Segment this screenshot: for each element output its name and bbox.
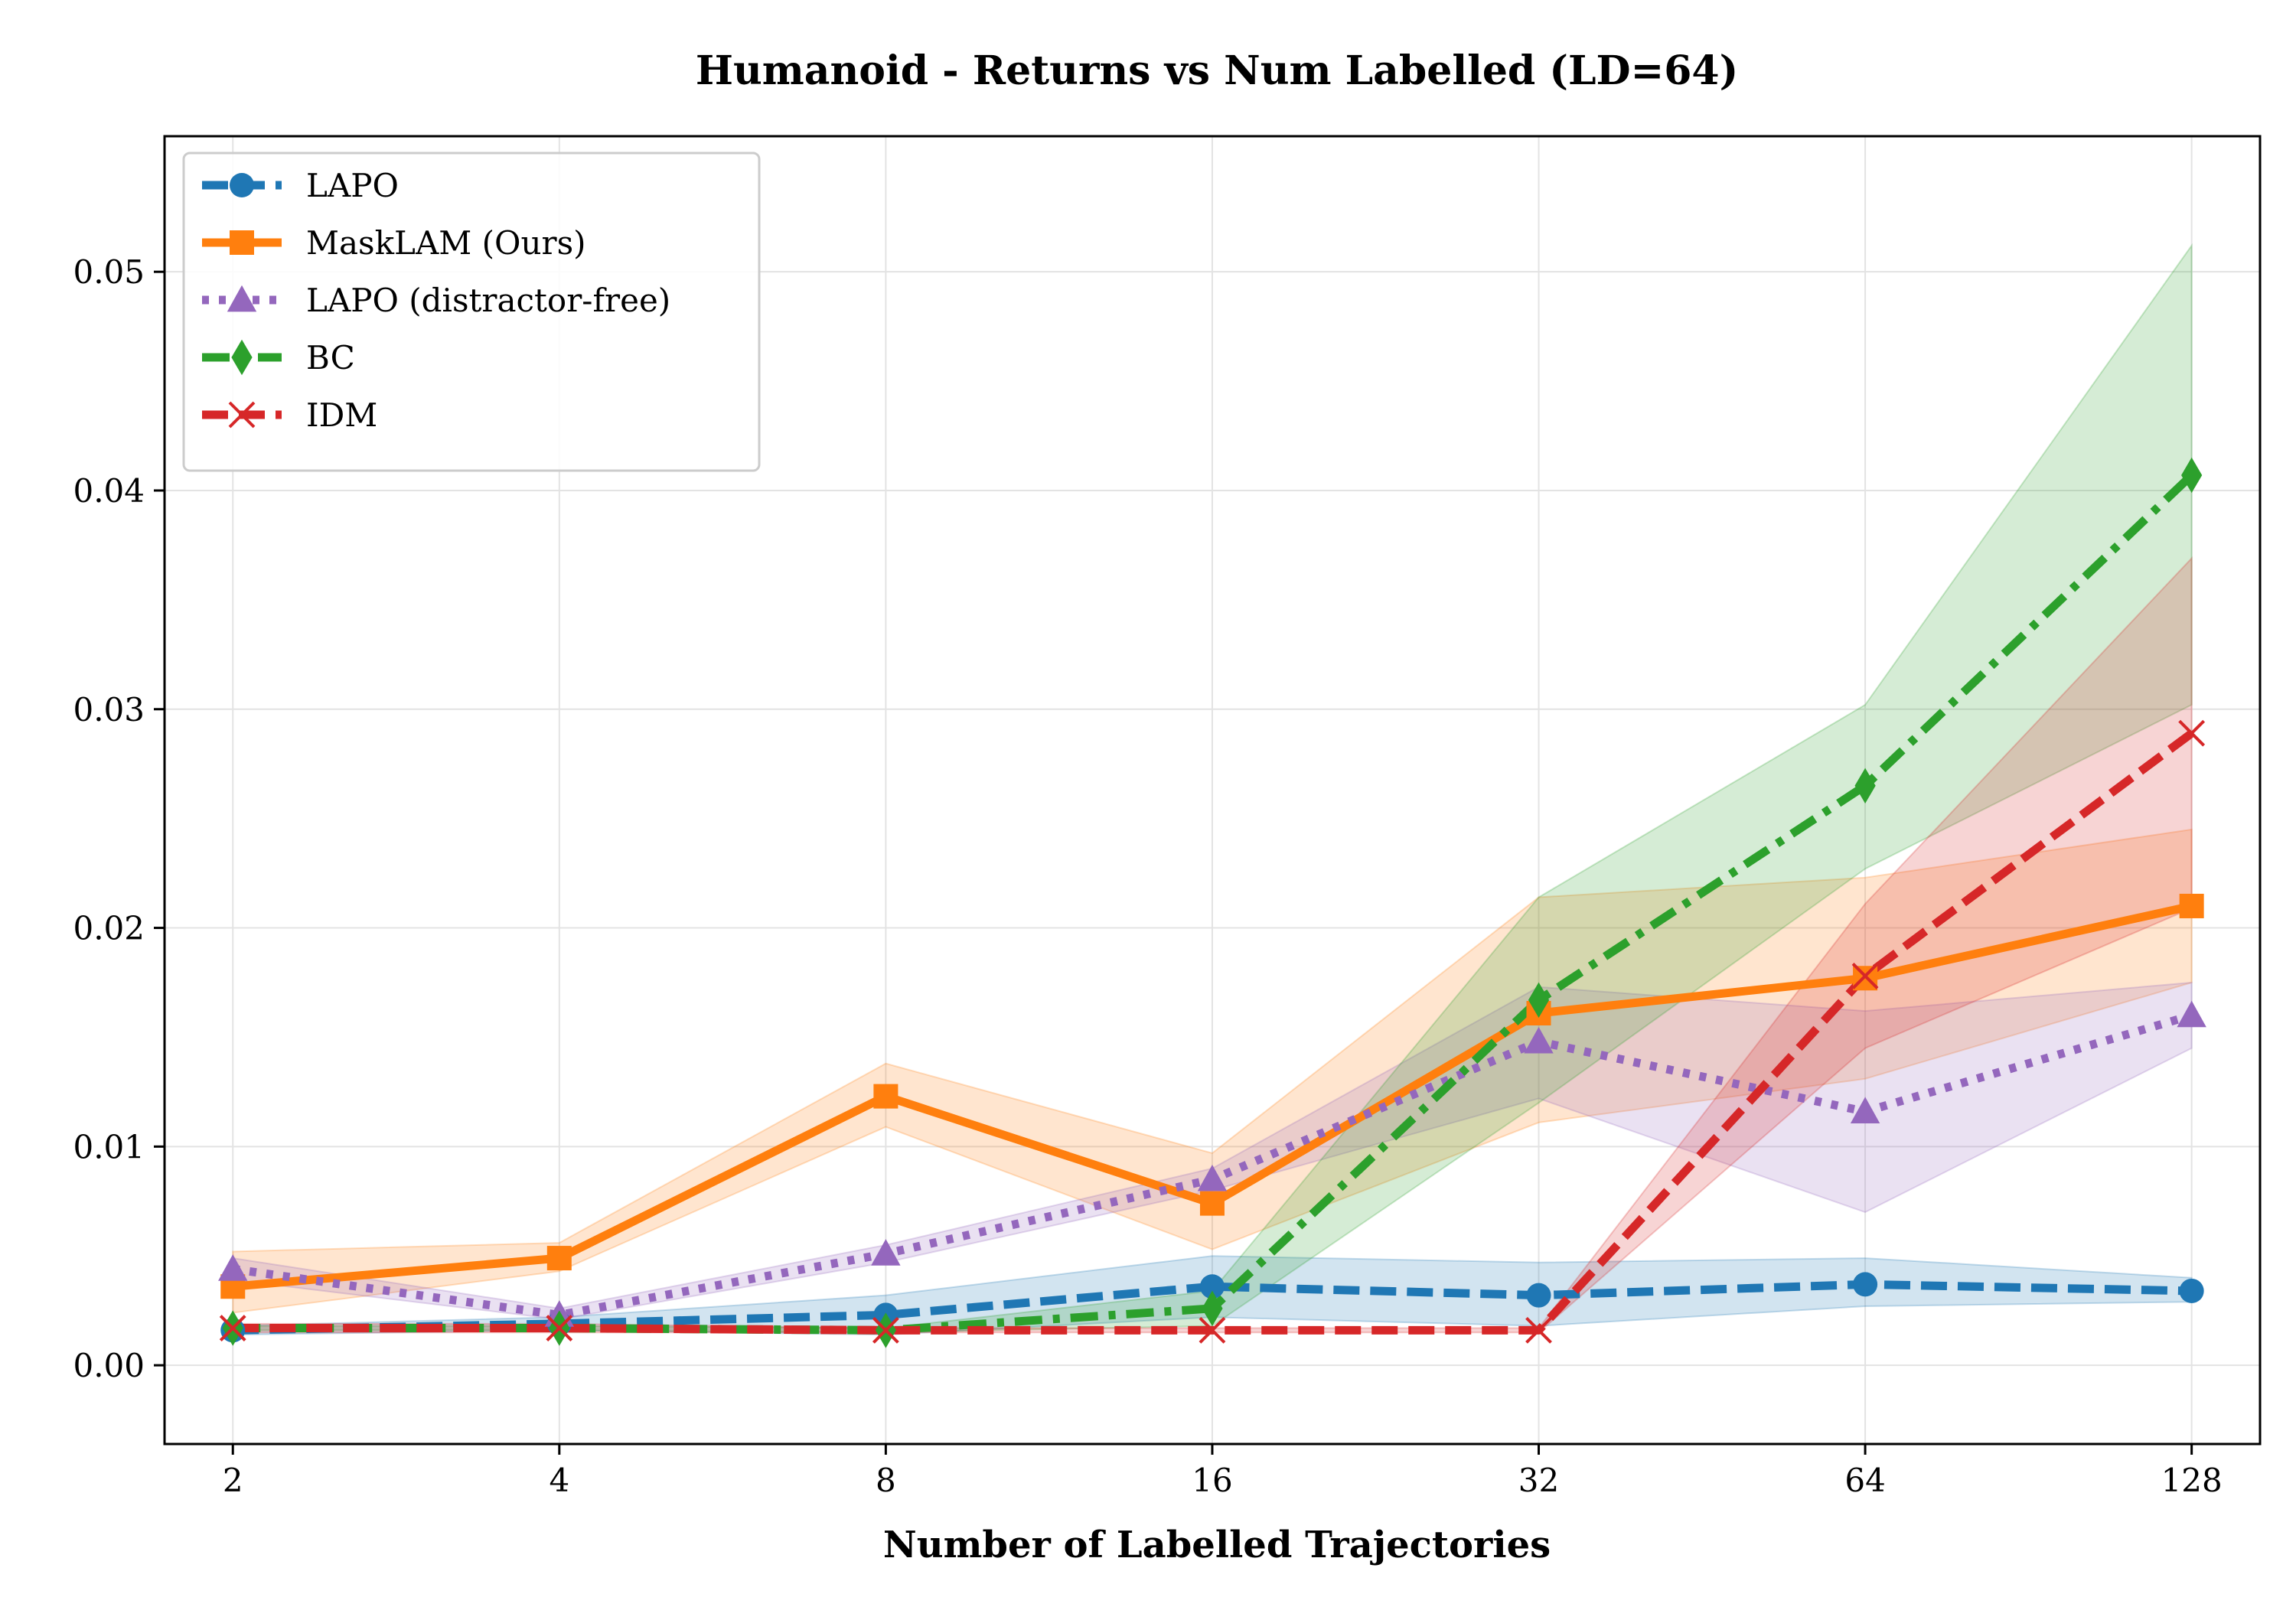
point-lapo-16 <box>1199 1274 1225 1299</box>
x-tick-label-64: 64 <box>1844 1462 1885 1499</box>
point-idm-32 <box>1525 1316 1552 1344</box>
point-lapo-64 <box>1853 1272 1878 1297</box>
point-lapo-128 <box>2179 1278 2204 1303</box>
legend-label-masklam-ours: MaskLAM (Ours) <box>306 224 586 262</box>
point-bc-128 <box>2181 457 2203 494</box>
legend-item-masklam-ours: MaskLAM (Ours) <box>202 224 586 262</box>
y-tick-label-0.02: 0.02 <box>73 910 145 947</box>
point-idm-64 <box>1851 963 1879 989</box>
point-idm-4 <box>546 1315 573 1341</box>
point-lapo-distractor-free-128 <box>2177 1000 2206 1028</box>
legend-item-idm: IDM <box>202 396 377 434</box>
point-lapo-distractor-free-32 <box>1524 1026 1554 1054</box>
legend-marker-bc <box>231 339 253 376</box>
point-lapo-distractor-free-2 <box>218 1254 248 1281</box>
axes: 2 4 8 16 32 64 128 0.00 0.01 0.02 0.03 0.04 0.05 <box>73 135 2262 1499</box>
legend-label-bc: BC <box>306 339 355 376</box>
chart-title: Humanoid - Returns vs Num Labelled (LD=6… <box>696 47 1738 94</box>
legend-label-lapo-distractor-free: LAPO (distractor-free) <box>306 282 670 319</box>
legend-marker-lapo <box>230 173 254 197</box>
legend: LAPO MaskLAM (Ours) LAPO (distractor-free)… <box>182 152 761 472</box>
point-masklam-ours-8 <box>873 1084 899 1109</box>
x-tick-label-128: 128 <box>2161 1462 2223 1499</box>
y-tick-label-0.00: 0.00 <box>73 1347 145 1384</box>
legend-item-lapo: LAPO <box>202 167 399 204</box>
y-tick-label-0.04: 0.04 <box>73 472 145 510</box>
point-masklam-ours-16 <box>1199 1191 1225 1216</box>
point-masklam-ours-64 <box>1853 966 1878 991</box>
point-lapo-32 <box>1526 1283 1551 1308</box>
point-bc-32 <box>1528 982 1550 1019</box>
x-tick-label-32: 32 <box>1518 1462 1559 1499</box>
legend-item-bc: BC <box>202 339 355 376</box>
point-idm-8 <box>872 1316 899 1344</box>
point-idm-2 <box>219 1315 246 1341</box>
x-tick-label-2: 2 <box>223 1462 243 1499</box>
legend-marker-idm <box>228 401 256 429</box>
legend-marker-lapo-distractor-free <box>227 285 257 312</box>
point-lapo-distractor-free-16 <box>1197 1164 1228 1191</box>
legend-item-lapo-distractor-free: LAPO (distractor-free) <box>202 282 670 319</box>
x-tick-label-4: 4 <box>549 1462 569 1499</box>
point-lapo-distractor-free-64 <box>1850 1097 1880 1123</box>
y-tick-label-0.01: 0.01 <box>73 1128 145 1165</box>
point-bc-64 <box>1854 768 1876 804</box>
legend-label-idm: IDM <box>306 396 377 434</box>
legend-box <box>182 152 761 472</box>
series-markers <box>218 457 2206 1348</box>
point-idm-16 <box>1199 1316 1226 1344</box>
y-tick-label-0.03: 0.03 <box>73 691 145 729</box>
band-lapo-distractor-free <box>232 981 2193 1321</box>
legend-marker-masklam-ours <box>230 230 254 255</box>
band-masklam-ours <box>232 828 2193 1314</box>
point-bc-16 <box>1202 1290 1223 1327</box>
point-lapo-distractor-free-8 <box>871 1239 901 1266</box>
point-masklam-ours-4 <box>546 1246 572 1271</box>
x-axis-label: Number of Labelled Trajectories <box>883 1524 1551 1566</box>
legend-label-lapo: LAPO <box>306 167 399 204</box>
point-masklam-ours-128 <box>2179 893 2204 918</box>
y-tick-label-0.05: 0.05 <box>73 253 145 291</box>
x-tick-label-8: 8 <box>876 1462 896 1499</box>
point-idm-128 <box>2178 719 2206 747</box>
x-tick-label-16: 16 <box>1192 1462 1232 1499</box>
